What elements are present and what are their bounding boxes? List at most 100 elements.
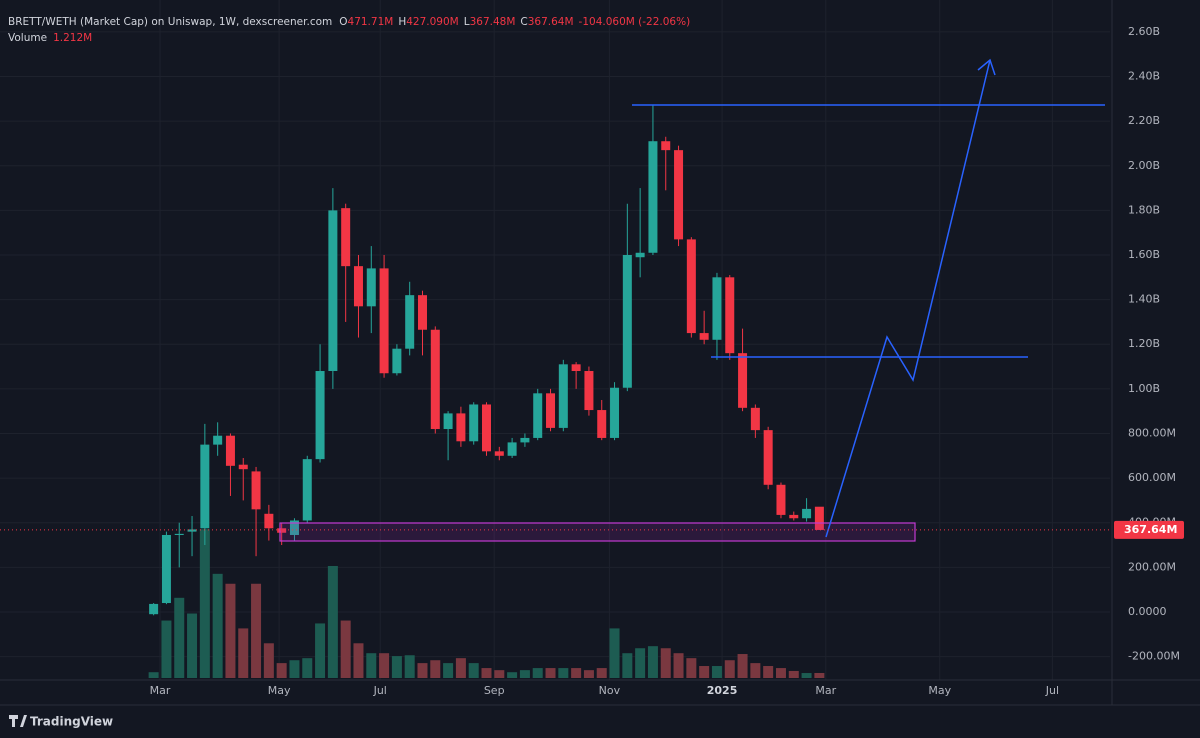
candle-body xyxy=(597,410,607,438)
volume-bar xyxy=(647,646,658,678)
y-tick-label: 200.00M xyxy=(1128,560,1176,573)
candle-body xyxy=(763,430,773,485)
candle-body xyxy=(456,413,466,442)
volume-bar xyxy=(481,668,492,678)
volume-bar xyxy=(225,583,236,678)
candle-body xyxy=(674,150,684,240)
volume-bar xyxy=(327,565,338,678)
candle-body xyxy=(482,404,492,452)
y-tick-label: 1.00B xyxy=(1128,382,1160,395)
y-tick-label: 600.00M xyxy=(1128,471,1176,484)
x-tick-label: May xyxy=(268,684,291,697)
y-tick-label: 1.80B xyxy=(1128,203,1160,216)
y-tick-label: -200.00M xyxy=(1128,650,1180,663)
ohlc-value: 367.64M xyxy=(528,16,574,28)
volume-bar xyxy=(455,658,466,678)
candle-body xyxy=(648,141,658,253)
x-tick-label: Nov xyxy=(599,684,621,697)
volume-bar xyxy=(814,672,825,678)
volume-bar xyxy=(571,668,582,678)
candle-body xyxy=(776,484,786,515)
candle-body xyxy=(225,435,235,466)
candle-body xyxy=(686,239,696,334)
volume-bar xyxy=(251,583,262,678)
volume-bar xyxy=(366,653,377,678)
candle-body xyxy=(789,514,799,519)
y-tick-label: 2.20B xyxy=(1128,114,1160,127)
volume-bar xyxy=(276,663,287,678)
volume-bar xyxy=(609,628,620,678)
axes: 2.60B 2.40B 2.20B 2.00B 1.80B 1.60B 1.40B 1.20B… xyxy=(150,25,1180,697)
y-tick-label: 2.40B xyxy=(1128,70,1160,83)
ohlc-key: C xyxy=(520,16,527,28)
candle-body xyxy=(251,471,261,510)
volume-header: Volume 1.212M xyxy=(8,32,92,44)
volume-bar xyxy=(545,668,556,678)
ohlc-value: 367.48M xyxy=(470,16,516,28)
volume-bar xyxy=(596,668,607,678)
header-title: BRETT/WETH (Market Cap) on Uniswap, 1W, … xyxy=(8,16,332,28)
candle-body xyxy=(341,208,351,267)
y-tick-label: 2.00B xyxy=(1128,159,1160,172)
candle-body xyxy=(315,371,325,460)
volume-bar xyxy=(430,660,441,678)
candle-body xyxy=(238,464,248,470)
y-tick-label: 2.60B xyxy=(1128,25,1160,38)
volume-bar xyxy=(315,623,326,678)
candle-body xyxy=(353,266,363,307)
volume-bar xyxy=(199,529,210,678)
candle-body xyxy=(187,529,197,532)
candle-body xyxy=(584,371,594,411)
volume-bar xyxy=(686,658,697,678)
ohlc: O471.71M H427.090M L367.48M C367.64M xyxy=(339,16,573,28)
volume-bar xyxy=(238,628,249,678)
y-tick-label: 1.40B xyxy=(1128,293,1160,306)
volume-bar xyxy=(379,653,390,678)
candle-body xyxy=(469,404,479,442)
last-price-label: 367.64M xyxy=(1124,523,1177,536)
candle-body xyxy=(277,528,287,533)
support-zone xyxy=(279,522,916,542)
volume-bar xyxy=(660,648,671,678)
y-tick-label: 0.0000 xyxy=(1128,605,1167,618)
volume-bar xyxy=(302,658,313,678)
volume-bar xyxy=(801,673,812,678)
candles xyxy=(149,105,824,616)
volume-bar xyxy=(583,670,594,678)
candle-body xyxy=(213,435,223,445)
candle-body xyxy=(622,255,632,388)
candle-body xyxy=(699,333,709,340)
volume-bar xyxy=(532,668,543,678)
candle-body xyxy=(289,520,299,535)
volume-bar xyxy=(673,653,684,678)
volume-bar xyxy=(161,620,172,678)
candle-body xyxy=(725,277,735,354)
candle-body xyxy=(392,348,402,374)
volume-bar xyxy=(404,655,415,678)
x-tick-label: Mar xyxy=(815,684,836,697)
candle-body xyxy=(366,268,376,307)
candle-body xyxy=(610,387,620,438)
candle-body xyxy=(738,353,748,408)
last-price-box xyxy=(1114,520,1184,539)
volume-bar xyxy=(558,668,569,678)
candle-body xyxy=(558,364,568,428)
candle-body xyxy=(533,393,543,438)
candle-body xyxy=(571,364,581,372)
volume-bar xyxy=(635,648,646,678)
candle-body xyxy=(417,295,427,330)
volume-bar xyxy=(289,660,300,678)
candle-body xyxy=(814,506,824,530)
candle-body xyxy=(379,268,389,374)
volume-bar xyxy=(519,670,530,678)
ohlc-key: H xyxy=(398,16,406,28)
candle-body xyxy=(405,295,415,349)
volume-bar xyxy=(212,573,223,678)
x-tick-label: May xyxy=(928,684,951,697)
volume-value: 1.212M xyxy=(53,32,92,44)
header-change: -104.060M (-22.06%) xyxy=(579,16,691,28)
y-tick-label: 1.20B xyxy=(1128,337,1160,350)
volume-bar xyxy=(468,663,479,678)
candle-body xyxy=(430,329,440,430)
volume-bar xyxy=(443,663,454,678)
